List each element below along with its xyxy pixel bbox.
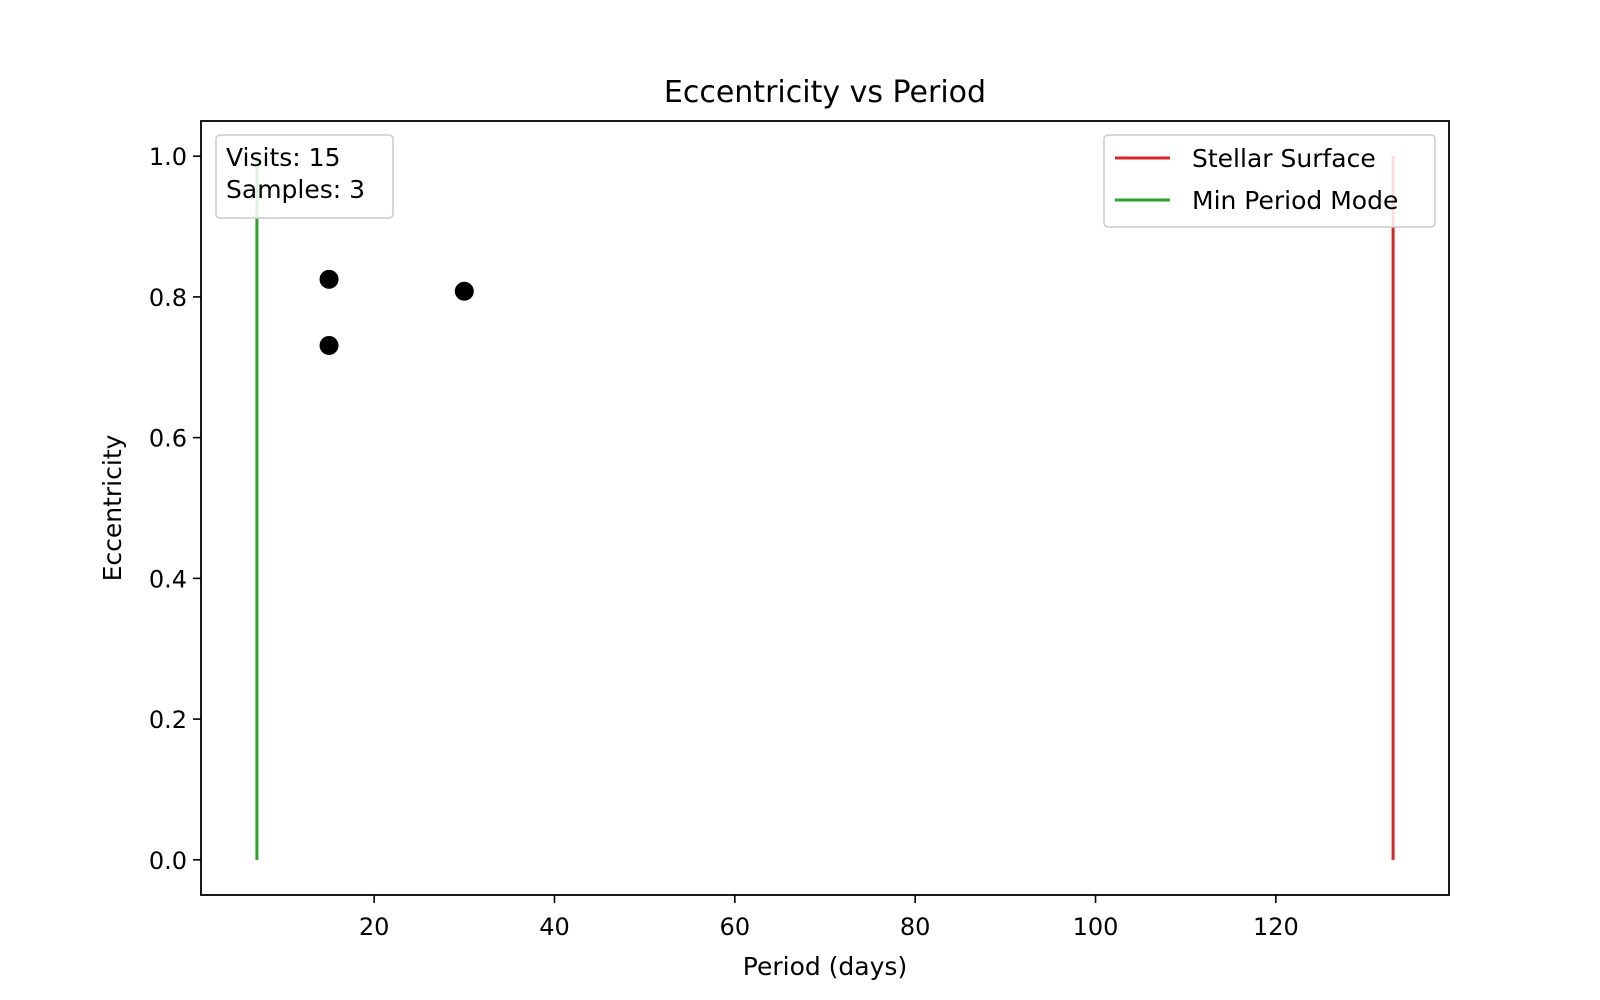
scatter-point (319, 269, 339, 289)
plot-area (200, 120, 1450, 896)
y-tick-label: 1.0 (149, 143, 187, 171)
legend-label: Min Period Mode (1192, 186, 1398, 215)
x-tick-label: 60 (720, 913, 751, 941)
scatter-point (454, 281, 474, 301)
y-tick-label: 0.6 (149, 425, 187, 453)
x-tick-label: 80 (900, 913, 931, 941)
y-tick-label: 0.2 (149, 706, 187, 734)
x-tick-label: 100 (1073, 913, 1119, 941)
y-tick-label: 0.0 (149, 847, 187, 875)
x-axis-label: Period (days) (743, 952, 907, 981)
info-box-line: Visits: 15 (226, 143, 340, 172)
info-box: Visits: 15 Samples: 3 (215, 134, 394, 219)
scatter-point (319, 335, 339, 355)
x-tick-label: 40 (539, 913, 570, 941)
y-tick-label: 0.4 (149, 565, 187, 593)
x-tick-label: 20 (359, 913, 390, 941)
legend-frame (1103, 134, 1436, 228)
x-tick-label: 120 (1253, 913, 1299, 941)
y-axis: 0.0 0.2 0.4 0.6 0.8 1.0 (149, 143, 201, 875)
legend: Stellar Surface Min Period Mode (1103, 134, 1436, 228)
info-box-frame (215, 134, 394, 219)
chart-title: Eccentricity vs Period (664, 75, 986, 110)
info-box-line: Samples: 3 (226, 175, 365, 204)
legend-label: Stellar Surface (1192, 144, 1376, 173)
reference-lines (255, 156, 1395, 860)
x-axis: 20 40 60 80 100 120 (359, 895, 1299, 941)
y-axis-label: Eccentricity (98, 434, 127, 581)
scatter-points (319, 269, 474, 355)
y-tick-label: 0.8 (149, 284, 187, 312)
